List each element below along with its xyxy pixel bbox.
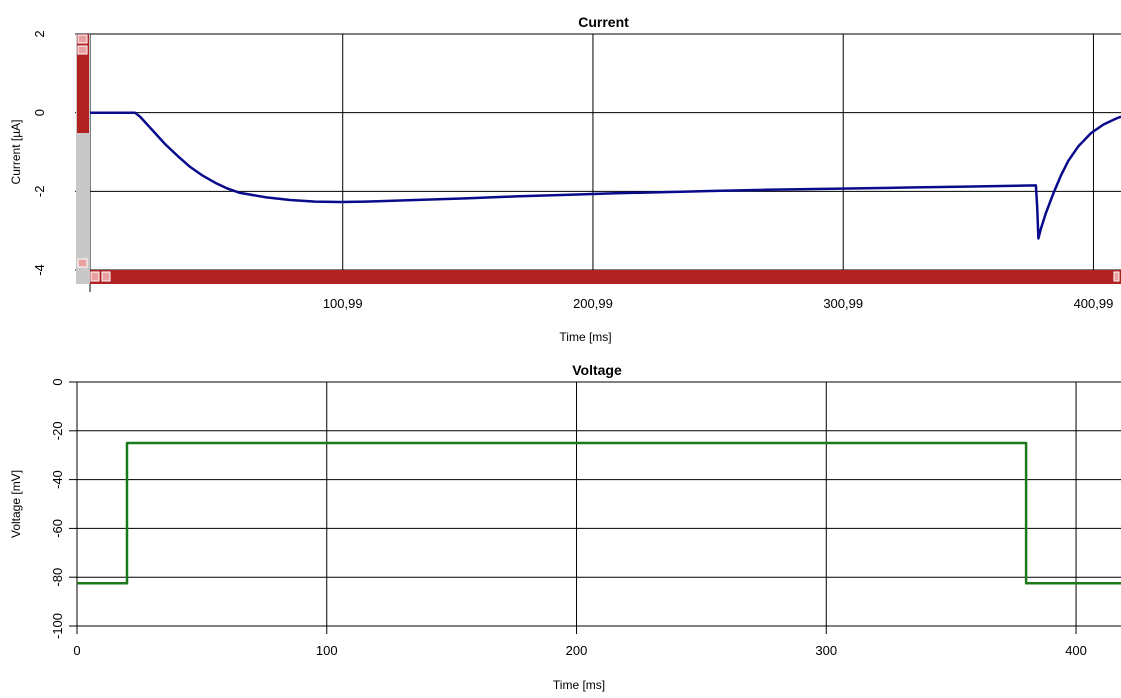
x-tick-label: 300,99 — [823, 296, 863, 311]
x-tick-label: 300 — [815, 643, 837, 658]
x-tick-label: 100 — [316, 643, 338, 658]
y-tick-label: -20 — [50, 421, 65, 440]
chart-0: Current 100,99 200,99 300,99 400,99 2 0 -2 -4 Tim… — [9, 14, 1121, 344]
series-line — [90, 111, 1121, 240]
y-tick-label: -40 — [50, 470, 65, 489]
chart-1: Voltage 0 100 200 300 400 0 -20 -40 -60 -80 -100 Tim… — [9, 362, 1121, 692]
x-axis-label: Time [ms] — [559, 330, 611, 344]
x-tick-label: 200,99 — [573, 296, 613, 311]
y-axis-label: Voltage [mV] — [9, 470, 23, 538]
y-tick-label: 0 — [50, 378, 65, 385]
x-axis-label: Time [ms] — [553, 678, 605, 692]
y-tick-label: 2 — [32, 30, 47, 37]
y-tick-label: 0 — [32, 109, 47, 116]
scroll-right-icon[interactable] — [1113, 271, 1120, 282]
scroll-down-icon[interactable] — [77, 258, 88, 268]
chart-title: Voltage — [572, 362, 622, 378]
y-tick-label: -100 — [50, 613, 65, 639]
x-tick-label: 100,99 — [323, 296, 363, 311]
y-tick-label: -2 — [32, 186, 47, 198]
x-tick-label: 400,99 — [1074, 296, 1114, 311]
y-tick-label: -60 — [50, 519, 65, 538]
vertical-scrollbar-thumb[interactable] — [77, 34, 89, 133]
scroll-left-icon[interactable] — [101, 271, 111, 282]
x-tick-label: 0 — [73, 643, 80, 658]
zoom-reset-icon[interactable] — [77, 34, 88, 44]
scroll-up-icon[interactable] — [77, 45, 88, 55]
y-tick-label: -80 — [50, 568, 65, 587]
x-tick-label: 200 — [566, 643, 588, 658]
x-tick-label: 400 — [1065, 643, 1087, 658]
horizontal-scrollbar-thumb[interactable] — [90, 270, 1121, 284]
zoom-reset-x-icon[interactable] — [90, 271, 100, 282]
chart-title: Current — [578, 14, 629, 30]
y-axis-label: Current [µA] — [9, 120, 23, 185]
series-line — [77, 441, 1121, 585]
y-tick-label: -4 — [32, 264, 47, 276]
